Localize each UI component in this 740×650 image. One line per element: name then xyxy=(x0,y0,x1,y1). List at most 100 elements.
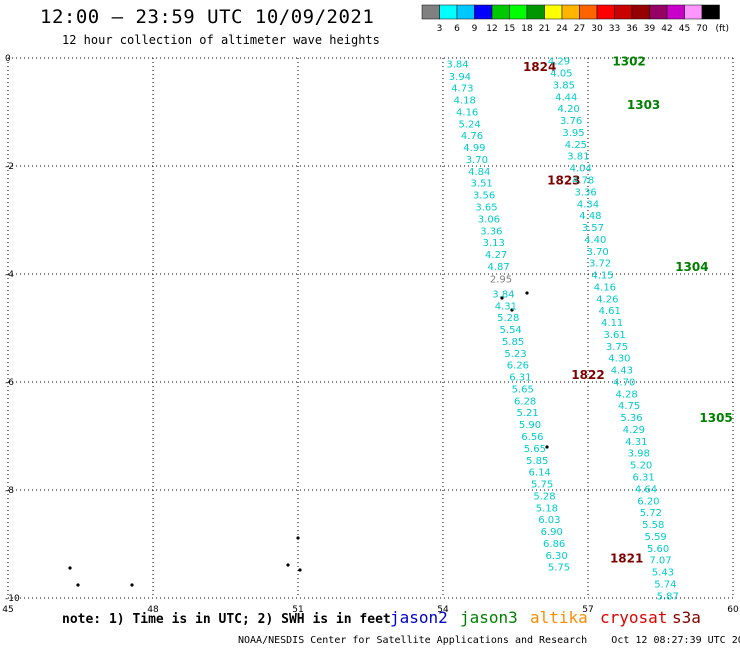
swh-value: 4.28 xyxy=(616,389,638,400)
swh-value: 5.60 xyxy=(647,544,669,555)
island-shape xyxy=(68,566,72,570)
pass-1821: 1821 xyxy=(610,552,643,566)
pass-1303: 1303 xyxy=(627,98,660,112)
swh-value: 5.90 xyxy=(519,420,541,431)
swh-value: 5.65 xyxy=(512,384,534,395)
swh-value: 5.28 xyxy=(533,491,555,502)
units-note: note: 1) Time is in UTC; 2) SWH is in fe… xyxy=(62,612,391,627)
swh-value: 4.78 xyxy=(572,176,594,187)
swh-value: 5.74 xyxy=(654,579,676,590)
swh-value: 4.84 xyxy=(468,167,490,178)
swh-value: 4.64 xyxy=(635,484,657,495)
pass-1823: 2.953.844.315.285.545.855.236.266.315.65… xyxy=(490,174,581,574)
swh-value: 4.61 xyxy=(599,306,621,317)
swh-value: 3.72 xyxy=(589,259,611,270)
swh-value: 4.34 xyxy=(577,199,599,210)
lat-tick-label: 0 xyxy=(5,54,11,64)
legend-cryosat: cryosat xyxy=(600,608,668,627)
pass-label: 1823 xyxy=(547,174,580,188)
swh-value: 5.59 xyxy=(645,532,667,543)
swh-value: 3.36 xyxy=(574,187,596,198)
swh-value: 4.26 xyxy=(596,294,618,305)
swh-value: 5.36 xyxy=(620,413,642,424)
swh-value: 4.16 xyxy=(594,282,616,293)
pass-label: 1822 xyxy=(571,368,604,382)
swh-value: 5.23 xyxy=(504,349,526,360)
scale-tick-label: 24 xyxy=(556,24,568,34)
island-shape xyxy=(545,445,549,449)
swh-value: 6.28 xyxy=(514,396,536,407)
swh-value: 5.65 xyxy=(524,444,546,455)
swh-value: 6.56 xyxy=(521,432,543,443)
scale-tick-label: 15 xyxy=(504,24,515,34)
lat-tick-label: -8 xyxy=(5,486,14,496)
legend-jason3: jason3 xyxy=(460,608,518,627)
swh-value: 4.43 xyxy=(611,366,633,377)
swh-value: 5.75 xyxy=(531,480,553,491)
island-shape xyxy=(510,308,514,312)
swh-value: 5.20 xyxy=(630,461,652,472)
swh-value: 4.15 xyxy=(591,271,613,282)
swh-value: 3.36 xyxy=(480,226,502,237)
swh-value: 4.18 xyxy=(454,96,476,107)
scale-tick-label: 70 xyxy=(696,24,708,34)
lat-tick-label: -6 xyxy=(5,378,14,388)
island-shape xyxy=(130,583,134,587)
scale-tick-label: 36 xyxy=(626,24,638,34)
swh-value: 6.90 xyxy=(541,527,563,538)
swh-value: 4.40 xyxy=(584,235,606,246)
scale-tick-label: 45 xyxy=(679,24,690,34)
swh-value: 2.95 xyxy=(490,274,512,285)
swh-value: 5.54 xyxy=(500,325,522,336)
swh-value: 3.70 xyxy=(587,247,609,258)
legend-altika: altika xyxy=(530,608,588,627)
swh-value: 5.21 xyxy=(516,408,538,419)
swh-value: 5.75 xyxy=(548,563,570,574)
island-shape xyxy=(298,568,302,572)
lon-tick-label: 60 xyxy=(727,605,739,615)
swh-value: 3.84 xyxy=(446,59,468,70)
swh-value: 3.84 xyxy=(492,289,514,300)
swh-value: 4.87 xyxy=(487,262,509,273)
swh-value: 3.85 xyxy=(553,80,575,91)
swh-value: 4.99 xyxy=(463,143,485,154)
swh-value: 4.48 xyxy=(579,211,601,222)
pass-1304: 4.614.113.613.754.304.434.704.284.755.36… xyxy=(599,260,709,448)
lat-tick-label: -4 xyxy=(5,270,14,280)
swh-value: 5.85 xyxy=(526,456,548,467)
island-shape xyxy=(525,291,529,295)
lon-tick-label: 48 xyxy=(147,605,159,615)
swh-value: 5.72 xyxy=(640,508,662,519)
swh-value: 6.14 xyxy=(529,468,551,479)
lon-tick-label: 45 xyxy=(2,605,13,615)
scale-tick-label: 30 xyxy=(591,24,603,34)
credit-text: NOAA/NESDIS Center for Satellite Applica… xyxy=(238,635,588,646)
pass-1824: 3.84 3.944.734.184.165.244.764.993.704.84… xyxy=(446,59,556,273)
swh-value: 5.18 xyxy=(536,503,558,514)
pass-1305: 3.985.206.314.646.205.725.585.595.607.07… xyxy=(628,411,733,602)
swh-value: 3.94 xyxy=(449,72,471,83)
timestamp-text: Oct 12 08:27:39 UTC 2021 xyxy=(611,635,740,646)
scale-tick-label: 3 xyxy=(437,24,443,34)
islands xyxy=(68,291,549,587)
swh-value: 3.75 xyxy=(606,342,628,353)
swh-value: 4.30 xyxy=(608,354,630,365)
pass-label: 1302 xyxy=(612,55,645,69)
lat-tick-label: -10 xyxy=(5,594,20,604)
swh-value: 6.31 xyxy=(509,373,531,384)
legend-jason2: jason2 xyxy=(390,608,448,627)
scale-tick-label: 18 xyxy=(521,24,533,34)
swh-value: 3.70 xyxy=(466,155,488,166)
scale-swatch xyxy=(701,4,720,20)
color-scale-bar: 3 6 9 12 15 18 21 24 27 30 33 36 39 42 45 70 (ft) xyxy=(421,4,729,34)
pass-label: 1304 xyxy=(675,260,708,274)
swh-value: 4.04 xyxy=(570,164,592,175)
graticule: 45 48 51 54 57 60 0 -2 -4 -6 -8 -10 xyxy=(2,54,739,615)
swh-value: 5.58 xyxy=(642,520,664,531)
swh-value: 4.31 xyxy=(495,301,517,312)
island-shape xyxy=(76,583,80,587)
swh-value: 3.95 xyxy=(562,128,584,139)
scale-tick-label: 39 xyxy=(644,24,656,34)
swh-value: 4.05 xyxy=(550,69,572,80)
